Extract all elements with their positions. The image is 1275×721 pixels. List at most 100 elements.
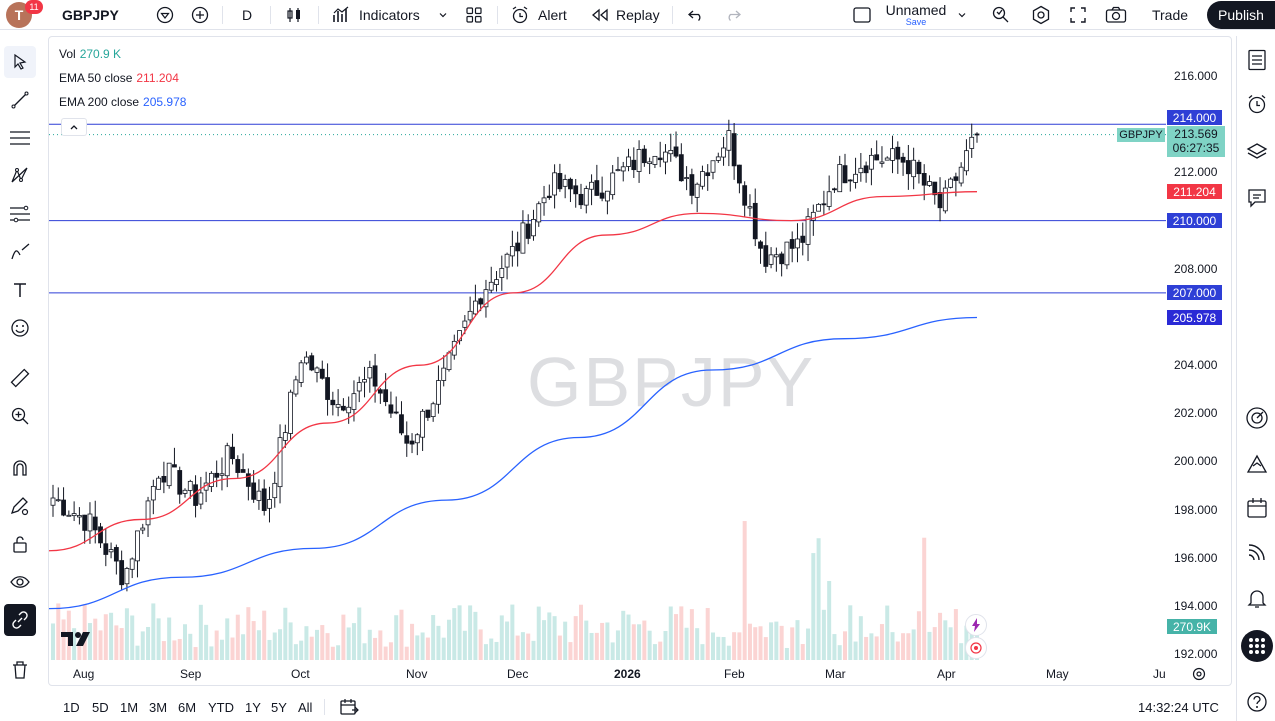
- trend-line-tool-icon[interactable]: [4, 84, 36, 116]
- range-1y[interactable]: 1Y: [245, 700, 261, 715]
- settings-icon[interactable]: [1031, 0, 1051, 30]
- candle-body[interactable]: [351, 393, 357, 410]
- trash-icon[interactable]: [4, 654, 36, 686]
- candle-body[interactable]: [420, 410, 426, 438]
- candles-icon[interactable]: [285, 0, 303, 30]
- candle-body[interactable]: [847, 179, 853, 182]
- candle-body[interactable]: [715, 156, 721, 161]
- chart-pane[interactable]: GBPJPY Vol 270.9 K EMA 50 close 211.204 EM…: [48, 36, 1232, 686]
- alert-button[interactable]: Alert: [510, 0, 567, 30]
- candle-body[interactable]: [747, 206, 753, 209]
- candle-body[interactable]: [700, 171, 705, 187]
- candle-body[interactable]: [520, 222, 526, 254]
- candle-body[interactable]: [356, 382, 362, 392]
- candle-body[interactable]: [605, 190, 610, 202]
- candle-body[interactable]: [869, 154, 874, 170]
- candle-body[interactable]: [430, 403, 436, 418]
- quick-search-icon[interactable]: [991, 0, 1011, 30]
- level-214-label[interactable]: 214.000: [1167, 110, 1222, 125]
- candle-body[interactable]: [890, 148, 895, 161]
- range-3m[interactable]: 3M: [149, 700, 168, 715]
- candle-body[interactable]: [552, 172, 558, 196]
- level-210-label[interactable]: 210.000: [1167, 213, 1222, 228]
- candle-body[interactable]: [842, 165, 848, 184]
- legend-ema200[interactable]: EMA 200 close 205.978: [59, 95, 186, 109]
- candle-body[interactable]: [773, 254, 779, 258]
- candle-body[interactable]: [636, 149, 642, 172]
- candle-body[interactable]: [599, 192, 605, 199]
- layout-checkbox-icon[interactable]: [852, 0, 872, 30]
- candle-body[interactable]: [441, 367, 447, 381]
- candle-body[interactable]: [230, 446, 235, 460]
- candle-body[interactable]: [256, 490, 262, 501]
- candle-body[interactable]: [631, 159, 637, 171]
- candle-body[interactable]: [795, 238, 800, 249]
- go-to-date-icon[interactable]: [339, 698, 359, 721]
- candle-body[interactable]: [678, 154, 684, 182]
- candle-body[interactable]: [145, 500, 151, 526]
- layout-name[interactable]: Unnamed Save: [884, 0, 948, 30]
- candle-body[interactable]: [261, 488, 267, 511]
- candle-body[interactable]: [304, 356, 309, 364]
- trade-button[interactable]: Trade: [1151, 7, 1189, 23]
- candle-body[interactable]: [768, 254, 774, 265]
- compare-symbol-icon[interactable]: [156, 0, 174, 30]
- candle-body[interactable]: [673, 146, 679, 157]
- candle-body[interactable]: [314, 367, 320, 373]
- candle-body[interactable]: [293, 379, 299, 395]
- candle-body[interactable]: [942, 187, 948, 212]
- candle-body[interactable]: [288, 391, 294, 434]
- candle-body[interactable]: [66, 514, 72, 517]
- lock-tool-icon[interactable]: [4, 528, 36, 560]
- candle-body[interactable]: [858, 167, 864, 174]
- range-1d[interactable]: 1D: [63, 700, 80, 715]
- candle-body[interactable]: [272, 482, 278, 499]
- candle-body[interactable]: [610, 172, 616, 196]
- candle-body[interactable]: [752, 202, 758, 240]
- utc-clock[interactable]: 14:32:24 UTC: [1138, 700, 1219, 715]
- target-icon[interactable]: [1241, 402, 1273, 434]
- candle-body[interactable]: [425, 409, 431, 418]
- candle-body[interactable]: [367, 367, 373, 379]
- ruler-tool-icon[interactable]: [4, 362, 36, 394]
- candle-body[interactable]: [810, 211, 816, 221]
- ema200-line[interactable]: [49, 316, 978, 610]
- chat-icon[interactable]: [1241, 182, 1273, 214]
- candle-body[interactable]: [832, 188, 837, 191]
- interval-button[interactable]: D: [242, 7, 253, 23]
- candle-body[interactable]: [726, 130, 732, 151]
- watchlist-icon[interactable]: [1241, 44, 1273, 76]
- candle-body[interactable]: [525, 223, 531, 239]
- apps-grid-icon[interactable]: [1241, 630, 1273, 662]
- candle-body[interactable]: [340, 405, 346, 411]
- candle-body[interactable]: [182, 489, 188, 494]
- candle-body[interactable]: [657, 157, 663, 161]
- candle-body[interactable]: [826, 191, 832, 207]
- publish-button[interactable]: Publish: [1207, 1, 1275, 29]
- candle-body[interactable]: [694, 183, 700, 198]
- candle-body[interactable]: [568, 178, 573, 190]
- candle-body[interactable]: [763, 245, 769, 267]
- candle-body[interactable]: [119, 560, 125, 586]
- candle-body[interactable]: [330, 399, 336, 406]
- candle-body[interactable]: [853, 173, 858, 183]
- brush-tool-icon[interactable]: [4, 236, 36, 268]
- candle-body[interactable]: [113, 547, 119, 562]
- axis-settings-icon[interactable]: [1192, 667, 1206, 686]
- pattern-tool-icon[interactable]: [4, 160, 36, 192]
- last-price-label[interactable]: 213.569 06:27:35: [1167, 126, 1225, 157]
- candle-body[interactable]: [219, 473, 225, 476]
- candle-body[interactable]: [488, 281, 494, 291]
- candle-body[interactable]: [383, 389, 389, 403]
- undo-icon[interactable]: [687, 0, 705, 30]
- candle-body[interactable]: [932, 181, 938, 196]
- legend-ema50[interactable]: EMA 50 close 211.204: [59, 71, 179, 85]
- candle-body[interactable]: [467, 310, 473, 321]
- candle-body[interactable]: [905, 160, 911, 175]
- candle-body[interactable]: [800, 235, 806, 243]
- candle-body[interactable]: [937, 192, 943, 209]
- candle-body[interactable]: [863, 165, 869, 174]
- candle-body[interactable]: [816, 203, 821, 212]
- candle-body[interactable]: [172, 464, 177, 468]
- candle-body[interactable]: [325, 377, 330, 400]
